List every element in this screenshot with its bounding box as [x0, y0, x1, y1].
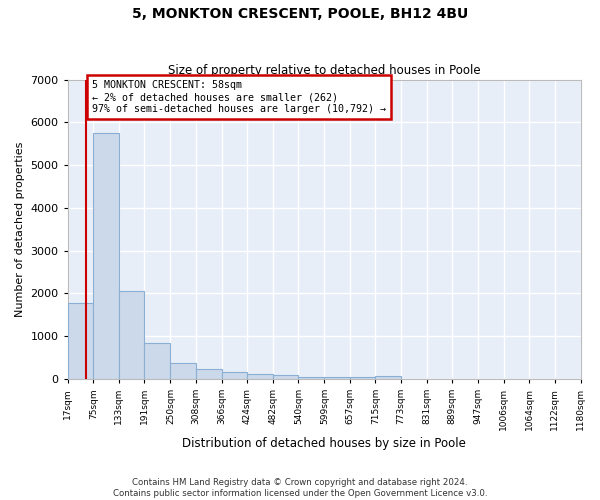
Bar — [325, 377, 350, 379]
Text: Contains HM Land Registry data © Crown copyright and database right 2024.
Contai: Contains HM Land Registry data © Crown c… — [113, 478, 487, 498]
Bar — [119, 291, 145, 379]
Title: Size of property relative to detached houses in Poole: Size of property relative to detached ho… — [168, 64, 481, 77]
Bar — [221, 372, 247, 379]
X-axis label: Distribution of detached houses by size in Poole: Distribution of detached houses by size … — [182, 437, 466, 450]
Bar — [145, 343, 170, 379]
Bar — [93, 133, 119, 379]
Text: 5, MONKTON CRESCENT, POOLE, BH12 4BU: 5, MONKTON CRESCENT, POOLE, BH12 4BU — [132, 8, 468, 22]
Bar — [376, 376, 401, 379]
Bar — [68, 303, 93, 379]
Bar — [196, 368, 221, 379]
Bar — [350, 377, 376, 379]
Y-axis label: Number of detached properties: Number of detached properties — [15, 142, 25, 317]
Bar — [247, 374, 273, 379]
Bar — [298, 376, 324, 379]
Bar — [273, 376, 298, 379]
Text: 5 MONKTON CRESCENT: 58sqm
← 2% of detached houses are smaller (262)
97% of semi-: 5 MONKTON CRESCENT: 58sqm ← 2% of detach… — [92, 80, 386, 114]
Bar — [170, 362, 196, 379]
